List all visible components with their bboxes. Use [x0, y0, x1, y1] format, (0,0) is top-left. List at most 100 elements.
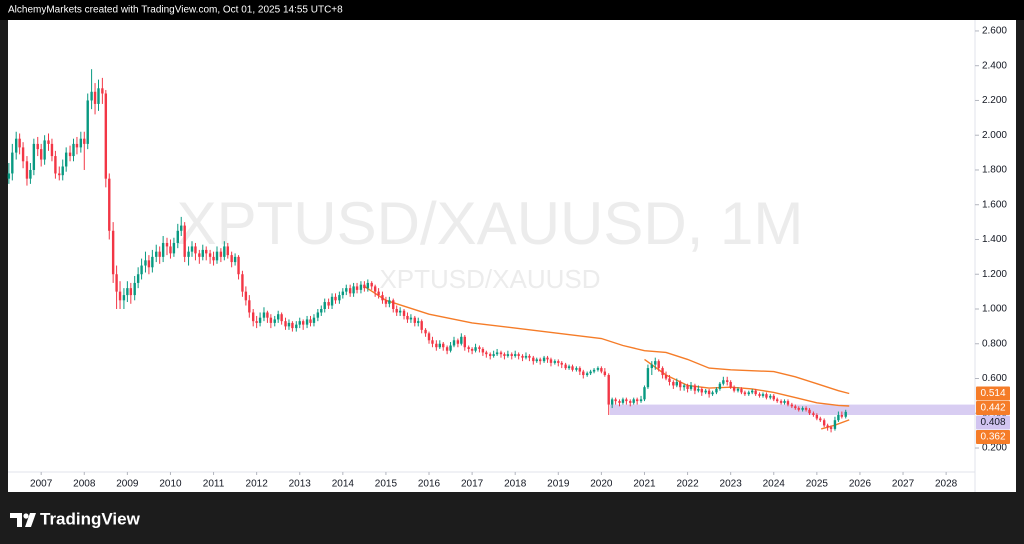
candle-body: [643, 387, 646, 400]
candle-body: [359, 284, 363, 290]
candle-body: [230, 255, 233, 263]
candle-body: [610, 399, 614, 405]
candle-body: [169, 246, 172, 254]
candle-body: [284, 321, 287, 327]
candle-body: [668, 378, 671, 382]
candle-body: [126, 288, 129, 296]
candle-body: [366, 282, 370, 289]
candle-body: [190, 246, 194, 252]
candle-body: [732, 387, 736, 391]
candle-body: [233, 256, 237, 263]
candle-body: [621, 399, 625, 403]
candle-body: [532, 357, 535, 362]
candle-body: [639, 399, 643, 402]
candle-body: [618, 401, 621, 403]
logo-mark: [10, 513, 22, 527]
watermark-symbol: XPTUSD/XAUUSD: [379, 264, 600, 294]
candle-body: [29, 169, 32, 179]
candle-body: [151, 256, 154, 268]
candle-body: [700, 388, 703, 393]
candle-body: [287, 322, 291, 327]
candle-body: [90, 91, 93, 101]
candle-body: [118, 291, 122, 301]
candle-body: [334, 296, 337, 301]
price-label: 0.442: [980, 403, 1005, 414]
price-label-box: [976, 415, 1010, 430]
candle-body: [395, 308, 398, 313]
x-tick-label: 2016: [418, 479, 441, 490]
candle-body: [689, 385, 693, 389]
candle-body: [837, 415, 840, 421]
candle-body: [72, 143, 75, 157]
candle-body: [729, 381, 732, 388]
candle-body: [542, 357, 546, 362]
candle-body: [445, 347, 449, 351]
candle-body: [707, 390, 711, 395]
candle-body: [664, 375, 668, 379]
candle-body: [582, 371, 585, 376]
candle-body: [377, 291, 380, 296]
x-tick-label: 2010: [159, 479, 182, 490]
candle-body: [474, 347, 477, 351]
candle-body: [388, 300, 391, 304]
candle-body: [305, 319, 309, 325]
candle-body: [470, 348, 474, 351]
candle-body: [398, 310, 402, 313]
candle-body: [180, 225, 183, 231]
candle-body: [722, 380, 725, 384]
y-tick-label: 0.800: [982, 338, 1007, 349]
price-label-box: [976, 429, 1010, 444]
indicator-line: [364, 285, 850, 395]
candle-body: [503, 354, 506, 356]
candle-body: [115, 274, 118, 292]
candle-body: [804, 408, 808, 410]
candle-body: [603, 371, 607, 376]
candle-body: [517, 354, 520, 356]
candle-body: [506, 354, 510, 356]
candle-body: [635, 399, 639, 402]
candle-body: [715, 388, 718, 393]
x-tick-label: 2022: [676, 479, 699, 490]
candle-body: [557, 361, 560, 363]
x-tick-label: 2012: [246, 479, 269, 490]
candle-body: [194, 246, 197, 254]
candle-body: [657, 361, 660, 369]
candle-body: [198, 253, 201, 257]
candle-body: [348, 288, 352, 294]
candle-body: [237, 256, 240, 275]
candle-body: [320, 308, 323, 313]
candle-body: [295, 324, 298, 329]
candle-body: [614, 399, 617, 402]
x-tick-label: 2009: [116, 479, 139, 490]
candle-body: [794, 406, 797, 409]
candle-body: [815, 415, 819, 419]
candle-body: [822, 420, 826, 426]
candle-body: [718, 383, 722, 389]
candle-body: [435, 343, 438, 348]
candle-body: [726, 380, 729, 382]
candle-body: [301, 321, 305, 325]
candle-body: [478, 347, 481, 349]
candle-body: [697, 388, 700, 391]
candle-body: [212, 256, 215, 261]
candle-body: [489, 354, 492, 356]
candle-body: [553, 361, 557, 363]
candle-body: [47, 140, 50, 144]
candle-body: [262, 312, 266, 318]
x-tick-label: 2027: [892, 479, 915, 490]
candle-body: [241, 274, 244, 292]
candle-body: [97, 88, 100, 104]
candle-body: [521, 355, 524, 358]
y-tick-label: 2.200: [982, 95, 1007, 106]
candle-body: [743, 392, 747, 395]
candle-body: [226, 246, 229, 256]
candle-body: [223, 246, 226, 257]
candle-body: [341, 291, 345, 296]
candle-body: [187, 251, 190, 257]
candle-body: [144, 260, 147, 266]
candle-body: [273, 319, 276, 323]
candle-body: [596, 368, 600, 370]
candle-body: [578, 368, 582, 372]
candle-body: [442, 343, 445, 348]
